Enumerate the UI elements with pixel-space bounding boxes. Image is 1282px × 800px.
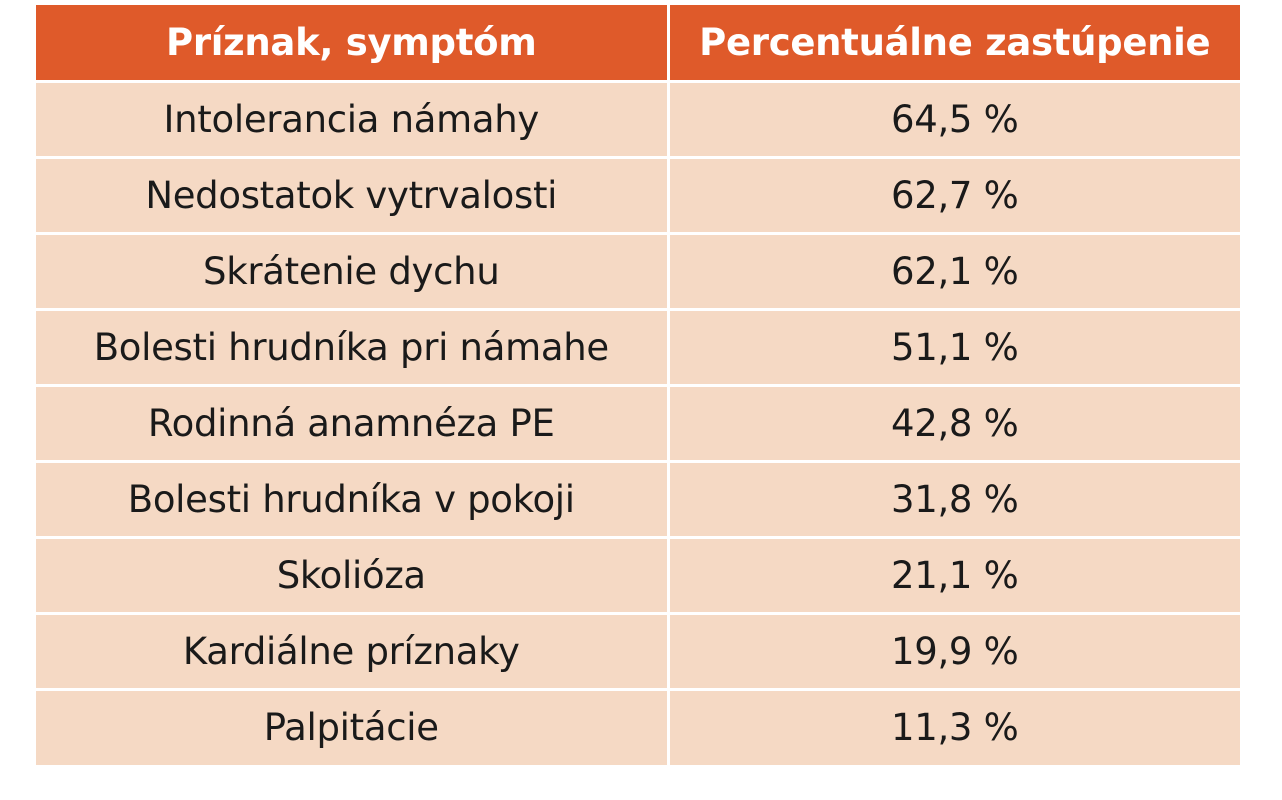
percentage-cell: 64,5 % — [668, 81, 1240, 159]
table-row: Bolesti hrudníka pri námahe 51,1 % — [36, 309, 1240, 387]
percentage-cell: 21,1 % — [668, 537, 1240, 615]
percentage-cell: 51,1 % — [668, 309, 1240, 387]
percentage-cell: 62,7 % — [668, 157, 1240, 235]
symptom-cell: Rodinná anamnéza PE — [36, 385, 670, 463]
table-row: Bolesti hrudníka v pokoji 31,8 % — [36, 461, 1240, 539]
percentage-cell: 19,9 % — [668, 613, 1240, 691]
table-row: Palpitácie 11,3 % — [36, 689, 1240, 765]
table-header-row: Príznak, symptóm Percentuálne zastúpenie — [36, 5, 1240, 83]
header-symptom: Príznak, symptóm — [36, 5, 670, 83]
percentage-cell: 31,8 % — [668, 461, 1240, 539]
symptom-cell: Bolesti hrudníka pri námahe — [36, 309, 670, 387]
table-row: Intolerancia námahy 64,5 % — [36, 81, 1240, 159]
table-row: Rodinná anamnéza PE 42,8 % — [36, 385, 1240, 463]
symptom-cell: Palpitácie — [36, 689, 670, 765]
header-percentage: Percentuálne zastúpenie — [668, 5, 1240, 83]
symptom-cell: Bolesti hrudníka v pokoji — [36, 461, 670, 539]
symptom-cell: Skrátenie dychu — [36, 233, 670, 311]
table-row: Skolióza 21,1 % — [36, 537, 1240, 615]
symptom-table-container: Príznak, symptóm Percentuálne zastúpenie… — [36, 5, 1240, 765]
table-row: Skrátenie dychu 62,1 % — [36, 233, 1240, 311]
percentage-cell: 11,3 % — [668, 689, 1240, 765]
symptom-table: Príznak, symptóm Percentuálne zastúpenie… — [36, 5, 1240, 765]
percentage-cell: 42,8 % — [668, 385, 1240, 463]
symptom-cell: Nedostatok vytrvalosti — [36, 157, 670, 235]
symptom-cell: Intolerancia námahy — [36, 81, 670, 159]
symptom-cell: Kardiálne príznaky — [36, 613, 670, 691]
table-row: Kardiálne príznaky 19,9 % — [36, 613, 1240, 691]
symptom-cell: Skolióza — [36, 537, 670, 615]
table-row: Nedostatok vytrvalosti 62,7 % — [36, 157, 1240, 235]
percentage-cell: 62,1 % — [668, 233, 1240, 311]
